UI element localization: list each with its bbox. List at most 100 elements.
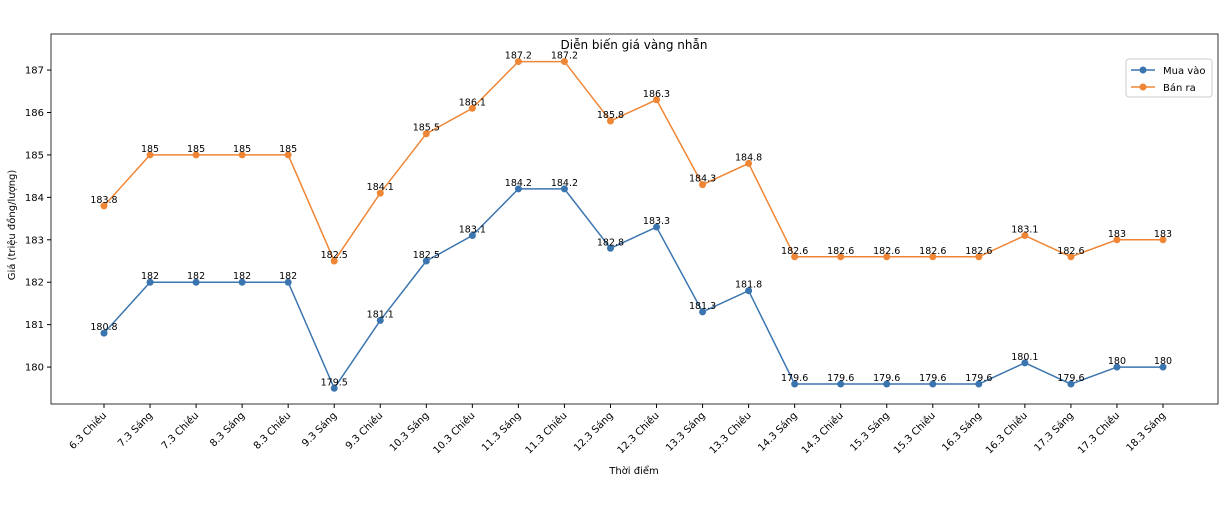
data-label: 179.6 bbox=[965, 373, 992, 384]
data-point bbox=[192, 278, 200, 286]
legend-label-sell: Bán ra bbox=[1163, 82, 1196, 94]
data-point bbox=[1159, 363, 1167, 371]
legend-marker-buy bbox=[1139, 66, 1147, 74]
data-point bbox=[514, 58, 522, 66]
data-label: 179.6 bbox=[919, 373, 946, 384]
y-tick-label: 180 bbox=[25, 363, 44, 374]
data-point bbox=[929, 253, 937, 261]
x-tick-label: 8.3 Chiều bbox=[251, 410, 293, 452]
x-tick-label: 9.3 Chiều bbox=[343, 410, 385, 452]
data-label: 187.2 bbox=[505, 51, 532, 62]
data-label: 183.1 bbox=[459, 225, 486, 236]
data-point bbox=[192, 151, 200, 159]
legend-label-buy: Mua vào bbox=[1163, 65, 1205, 77]
data-point bbox=[606, 244, 614, 252]
y-axis-label: Giá (triệu đồng/lượng) bbox=[6, 170, 18, 281]
data-point bbox=[653, 223, 661, 231]
data-label: 184.2 bbox=[505, 178, 532, 189]
data-point bbox=[606, 117, 614, 125]
data-label: 184.3 bbox=[689, 174, 716, 185]
x-tick-label: 12.3 Chiều bbox=[615, 410, 662, 457]
plot-frame bbox=[50, 33, 1219, 405]
x-tick-label: 17.3 Sáng bbox=[1032, 410, 1076, 454]
y-tick-label: 183 bbox=[25, 235, 44, 246]
x-tick-label: 13.3 Chiều bbox=[707, 410, 754, 457]
data-point bbox=[929, 380, 937, 388]
data-point bbox=[422, 257, 430, 265]
data-label: 179.6 bbox=[827, 373, 854, 384]
x-tick-label: 11.3 Chiều bbox=[523, 410, 570, 457]
data-label: 183 bbox=[1154, 229, 1172, 240]
data-label: 185.8 bbox=[597, 110, 624, 121]
x-tick-label: 14.3 Sáng bbox=[756, 410, 800, 454]
data-point bbox=[1159, 236, 1167, 244]
data-point bbox=[791, 253, 799, 261]
data-label: 183.8 bbox=[90, 195, 117, 206]
data-point bbox=[883, 253, 891, 261]
data-label: 180 bbox=[1108, 356, 1126, 367]
data-point bbox=[1021, 359, 1029, 367]
data-label: 181.8 bbox=[735, 280, 762, 291]
data-label: 180.8 bbox=[90, 322, 117, 333]
data-label: 182.6 bbox=[873, 246, 900, 257]
y-tick-label: 182 bbox=[25, 278, 44, 289]
data-point bbox=[745, 287, 753, 295]
data-point bbox=[284, 278, 292, 286]
data-point bbox=[1067, 253, 1075, 261]
data-label: 186.1 bbox=[459, 97, 486, 108]
data-label: 183.1 bbox=[1011, 225, 1038, 236]
data-label: 185 bbox=[233, 144, 251, 155]
x-tick-label: 9.3 Sáng bbox=[300, 410, 340, 450]
data-point bbox=[146, 151, 154, 159]
data-label: 179.6 bbox=[781, 373, 808, 384]
data-label: 182.6 bbox=[1057, 246, 1084, 257]
x-tick-label: 7.3 Chiều bbox=[159, 410, 201, 452]
data-label: 182 bbox=[141, 271, 159, 282]
data-label: 181.3 bbox=[689, 301, 716, 312]
data-label: 182.5 bbox=[413, 250, 440, 261]
data-point bbox=[791, 380, 799, 388]
x-tick-label: 16.3 Sáng bbox=[940, 410, 984, 454]
data-label: 184.8 bbox=[735, 152, 762, 163]
x-tick-label: 17.3 Chiều bbox=[1075, 410, 1122, 457]
x-tick-label: 8.3 Sáng bbox=[207, 410, 247, 450]
data-point bbox=[745, 159, 753, 167]
data-point bbox=[100, 329, 108, 337]
data-label: 179.6 bbox=[1057, 373, 1084, 384]
data-point bbox=[1067, 380, 1075, 388]
data-label: 183.3 bbox=[643, 216, 670, 227]
data-label: 182.6 bbox=[781, 246, 808, 257]
y-tick-label: 184 bbox=[25, 193, 44, 204]
data-label: 182 bbox=[279, 271, 297, 282]
data-point bbox=[238, 278, 246, 286]
y-tick-label: 187 bbox=[25, 66, 44, 77]
data-label: 182.6 bbox=[919, 246, 946, 257]
data-label: 182.6 bbox=[965, 246, 992, 257]
x-tick-label: 7.3 Sáng bbox=[115, 410, 155, 450]
data-label: 180 bbox=[1154, 356, 1172, 367]
x-axis-label: Thời điểm bbox=[608, 464, 659, 477]
data-label: 182.8 bbox=[597, 237, 624, 248]
data-label: 182 bbox=[233, 271, 251, 282]
data-point bbox=[468, 232, 476, 240]
data-label: 179.5 bbox=[321, 377, 348, 388]
x-tick-label: 13.3 Sáng bbox=[663, 410, 707, 454]
data-point bbox=[560, 185, 568, 193]
x-tick-label: 10.3 Sáng bbox=[387, 410, 431, 454]
y-tick-label: 186 bbox=[25, 108, 44, 119]
data-point bbox=[1113, 363, 1121, 371]
data-point bbox=[975, 380, 983, 388]
x-tick-label: 12.3 Sáng bbox=[571, 410, 615, 454]
data-point bbox=[653, 96, 661, 104]
data-point bbox=[1113, 236, 1121, 244]
data-point bbox=[699, 181, 707, 189]
legend: Mua vào Bán ra bbox=[1125, 58, 1213, 98]
x-tick-label: 10.3 Chiều bbox=[431, 410, 478, 457]
data-label: 181.1 bbox=[367, 309, 394, 320]
data-point bbox=[284, 151, 292, 159]
x-tick-label: 6.3 Chiều bbox=[67, 410, 109, 452]
y-tick-label: 181 bbox=[25, 320, 44, 331]
data-label: 180.1 bbox=[1011, 352, 1038, 363]
